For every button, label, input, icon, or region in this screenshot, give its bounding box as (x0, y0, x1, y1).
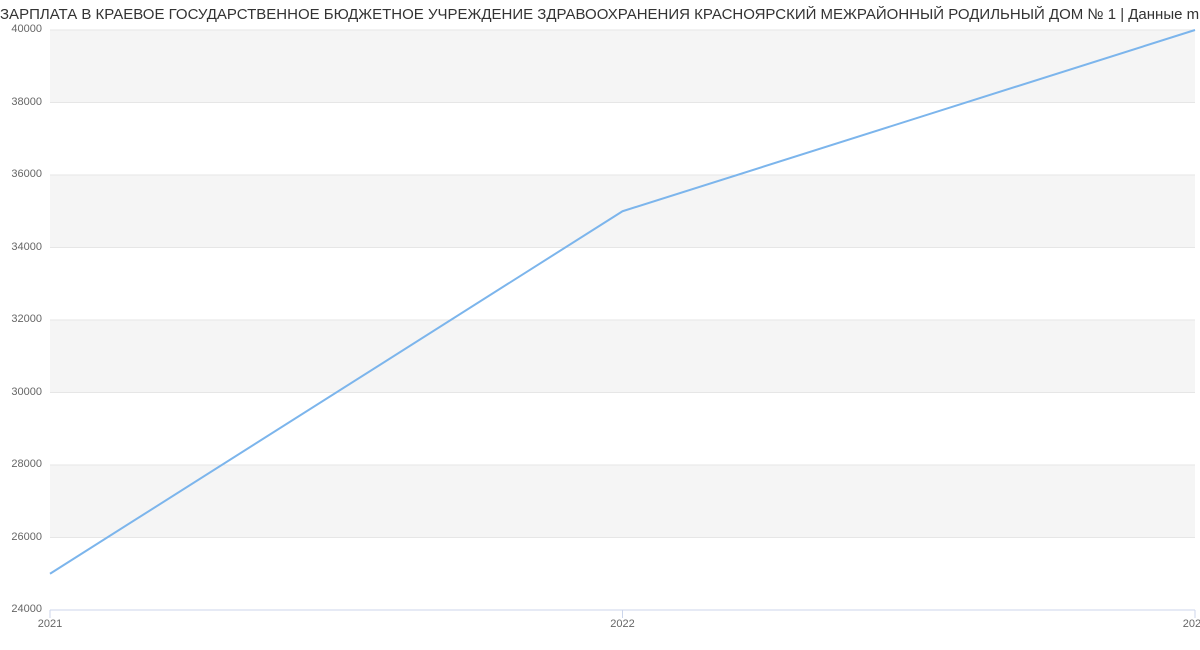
y-tick-label: 36000 (0, 168, 42, 180)
y-tick-label: 28000 (0, 458, 42, 470)
y-tick-label: 34000 (0, 241, 42, 253)
x-tick-label: 2023 (1165, 618, 1200, 630)
chart-title: ЗАРПЛАТА В КРАЕВОЕ ГОСУДАРСТВЕННОЕ БЮДЖЕ… (0, 6, 1200, 23)
x-tick-label: 2021 (20, 618, 80, 630)
y-tick-label: 26000 (0, 531, 42, 543)
x-tick-label: 2022 (593, 618, 653, 630)
y-tick-label: 32000 (0, 313, 42, 325)
y-tick-label: 40000 (0, 23, 42, 35)
y-tick-label: 24000 (0, 603, 42, 615)
y-tick-label: 38000 (0, 96, 42, 108)
chart-container: ЗАРПЛАТА В КРАЕВОЕ ГОСУДАРСТВЕННОЕ БЮДЖЕ… (0, 0, 1200, 650)
plot-area (50, 30, 1195, 610)
y-tick-label: 30000 (0, 386, 42, 398)
